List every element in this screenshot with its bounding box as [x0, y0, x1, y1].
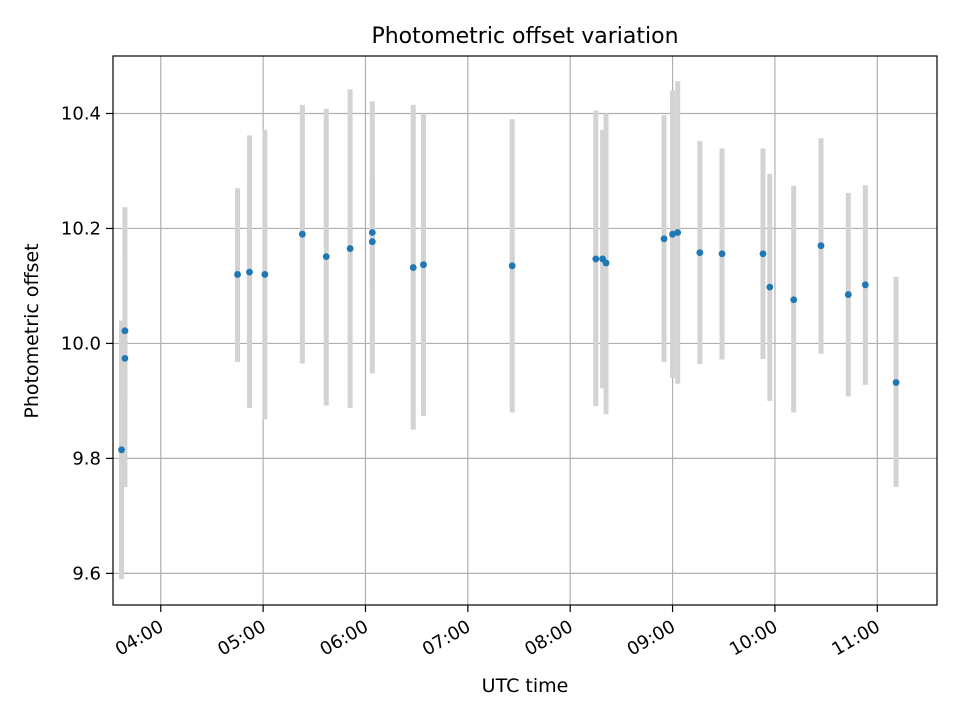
data-point: [660, 235, 668, 243]
data-point: [298, 230, 306, 238]
data-point: [696, 249, 704, 257]
y-tick-label: 10.0: [61, 333, 101, 354]
data-point: [234, 271, 241, 278]
data-point: [861, 281, 869, 289]
data-point: [246, 268, 253, 276]
x-axis-label: UTC time: [482, 675, 569, 697]
data-point: [420, 261, 427, 269]
data-point: [118, 446, 125, 454]
data-point: [368, 229, 376, 236]
data-point: [817, 242, 825, 250]
y-tick-label: 10.2: [61, 218, 101, 239]
y-axis-label: Photometric offset: [21, 243, 43, 418]
plot-frame: [112, 55, 938, 606]
data-point: [261, 271, 269, 278]
chart-title: Photometric offset variation: [371, 24, 678, 49]
data-point: [121, 354, 129, 362]
data-point: [346, 245, 354, 252]
data-point: [892, 379, 900, 386]
data-point: [508, 262, 516, 270]
data-point: [368, 238, 376, 246]
data-point: [602, 259, 610, 267]
data-point: [844, 291, 852, 298]
data-point: [718, 250, 726, 258]
data-point: [121, 327, 129, 335]
data-point: [592, 255, 600, 263]
data-point: [322, 253, 330, 261]
data-point: [766, 283, 774, 291]
data-point: [409, 264, 417, 271]
data-points: [118, 229, 900, 454]
data-point: [669, 230, 676, 238]
y-axis: 9.6 9.8 10.0 10.2 10.4: [61, 103, 113, 584]
y-tick-label: 9.8: [72, 448, 101, 469]
data-point: [790, 296, 798, 304]
data-point: [674, 229, 682, 236]
y-tick-label: 9.6: [72, 563, 101, 584]
y-tick-label: 10.4: [61, 103, 101, 124]
data-point: [759, 250, 767, 258]
